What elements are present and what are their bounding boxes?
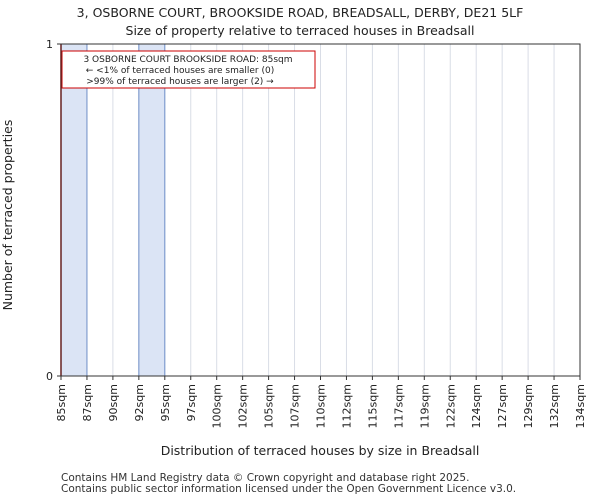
x-tick-label: 102sqm [237,384,250,428]
x-tick-label: 112sqm [340,384,353,428]
x-tick-label: 90sqm [107,384,120,421]
x-axis-label: Distribution of terraced houses by size … [161,443,480,458]
chart-title: 3, OSBORNE COURT, BROOKSIDE ROAD, BREADS… [77,5,524,20]
footer-line-2: Contains public sector information licen… [61,483,517,495]
x-tick-label: 124sqm [470,384,483,428]
annotation-line-2: ← <1% of terraced houses are smaller (0) [86,66,274,76]
bars [60,43,166,377]
y-tick-label: 0 [46,370,53,383]
annotation-line-3: >99% of terraced houses are larger (2) → [86,77,274,87]
x-tick-label: 127sqm [496,384,509,428]
x-tick-label: 110sqm [315,384,328,428]
x-tick-label: 97sqm [185,384,198,421]
annotation-border [61,50,316,89]
x-tick-label: 87sqm [81,384,94,421]
x-tick-label: 132sqm [548,384,561,428]
y-tick-label: 1 [46,38,53,51]
x-tick-label: 119sqm [418,384,431,428]
bar-92sqm [138,43,166,377]
x-tick-label: 100sqm [211,384,224,428]
x-tick-label: 117sqm [392,384,405,428]
x-tick-label: 134sqm [574,384,587,428]
x-tick-label: 107sqm [289,384,302,428]
gridlines [60,44,581,376]
bar-85sqm [60,43,88,377]
annotation-box: 3 OSBORNE COURT BROOKSIDE ROAD: 85sqm ← … [61,50,316,89]
x-tick-label: 85sqm [55,384,68,421]
x-tick-label: 105sqm [263,384,276,428]
x-tick-label: 122sqm [444,384,457,428]
x-tick-label: 92sqm [133,384,146,421]
y-ticks: 01 [46,38,61,383]
annotation-line-1: 3 OSBORNE COURT BROOKSIDE ROAD: 85sqm [83,55,292,65]
chart-subtitle: Size of property relative to terraced ho… [126,23,475,38]
x-tick-label: 129sqm [522,384,535,428]
x-tick-label: 115sqm [366,384,379,428]
x-tick-label: 95sqm [159,384,172,421]
y-axis-label: Number of terraced properties [0,120,15,311]
footer-line-1: Contains HM Land Registry data © Crown c… [61,472,470,484]
x-ticks: 85sqm 87sqm 90sqm 92sqm 95sqm 97sqm 100sqm 102s… [55,376,587,428]
